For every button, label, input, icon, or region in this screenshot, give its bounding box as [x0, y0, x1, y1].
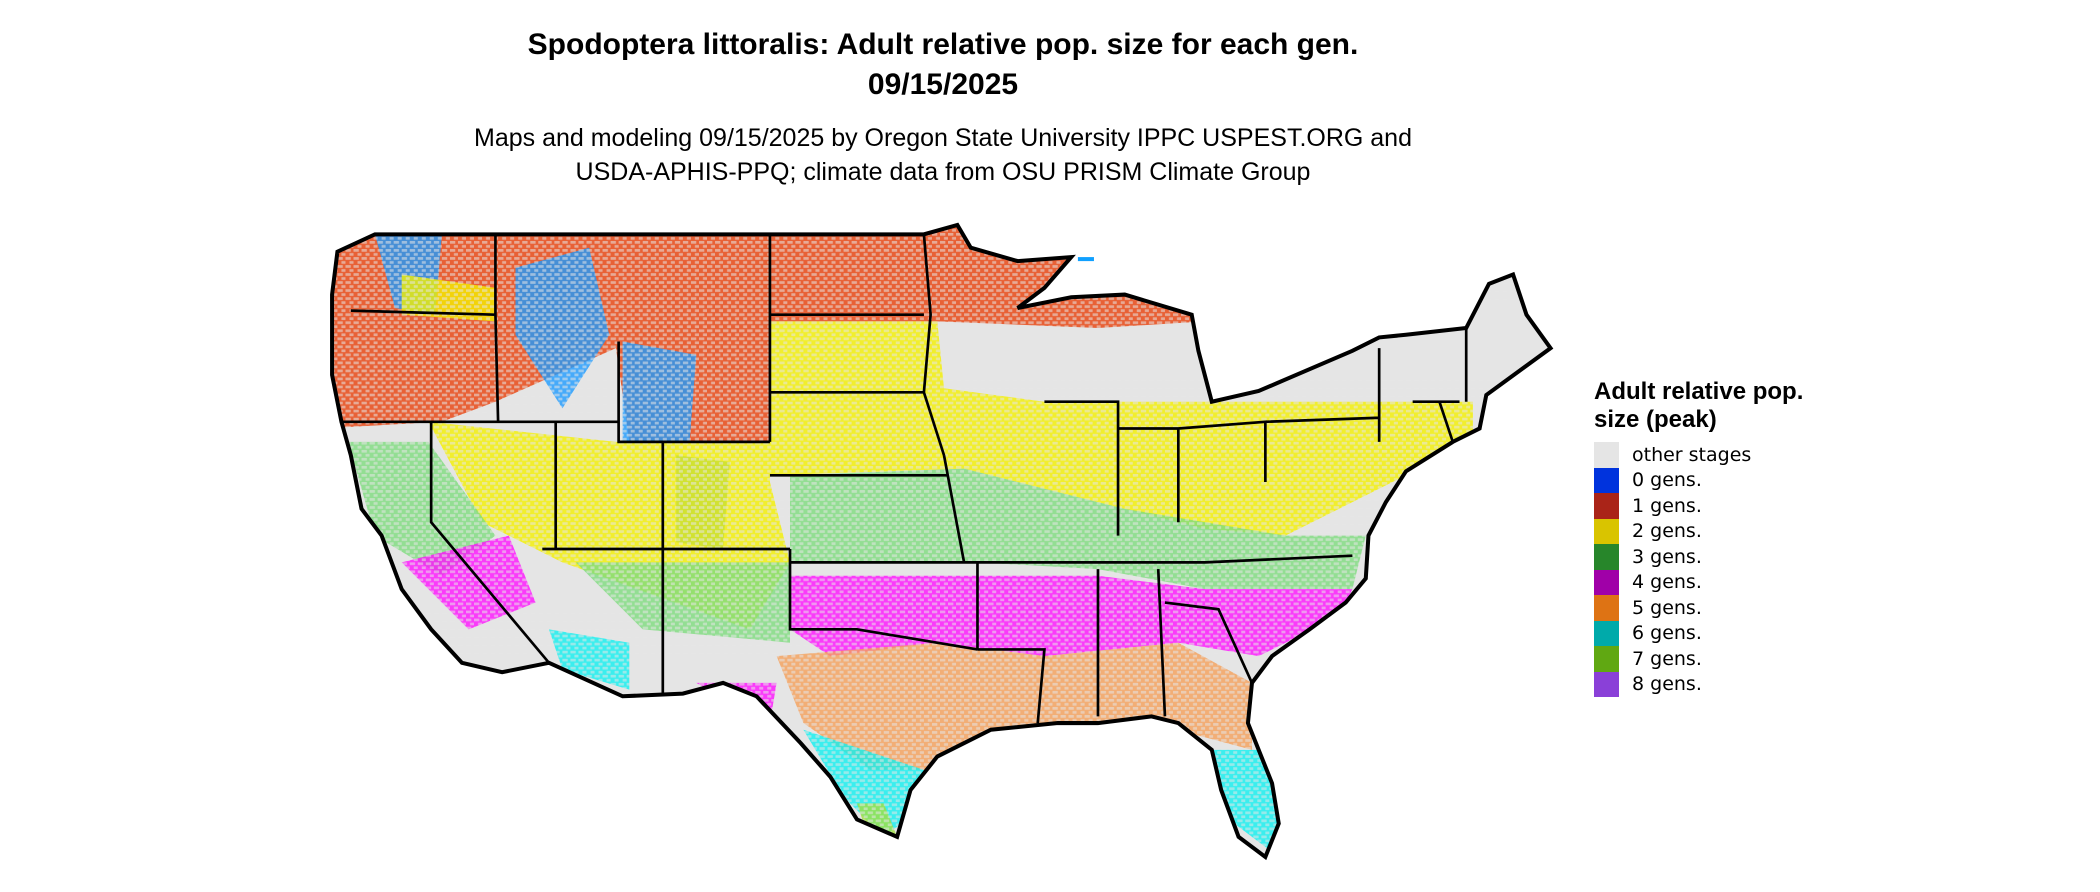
legend-item: 1 gens.	[1594, 493, 1814, 519]
legend-title: Adult relative pop. size (peak)	[1594, 378, 1804, 433]
subtitle-line-2: USDA-APHIS-PPQ; climate data from OSU PR…	[575, 158, 1311, 186]
legend-swatch	[1594, 442, 1619, 468]
legend-label: 5 gens.	[1632, 596, 1702, 619]
legend-swatch	[1594, 493, 1619, 519]
legend-item: 0 gens.	[1594, 467, 1814, 493]
legend-item: 6 gens.	[1594, 620, 1814, 646]
legend-item: 5 gens.	[1594, 595, 1814, 621]
legend-swatch	[1594, 569, 1619, 595]
legend-label: 6 gens.	[1632, 622, 1702, 645]
legend-label: 2 gens.	[1632, 520, 1702, 543]
map-texture	[332, 224, 1551, 857]
legend-item: other stages	[1594, 442, 1814, 468]
legend-swatch	[1594, 620, 1619, 646]
legend-label: 8 gens.	[1632, 673, 1702, 696]
legend-swatch	[1594, 518, 1619, 544]
legend-label: 1 gens.	[1632, 494, 1702, 517]
legend-swatch	[1594, 671, 1619, 697]
subtitle-line-1: Maps and modeling 09/15/2025 by Oregon S…	[474, 124, 1412, 152]
map-date: 09/15/2025	[867, 68, 1019, 101]
legend-label: other stages	[1632, 443, 1752, 466]
legend-label: 4 gens.	[1632, 571, 1702, 594]
legend-item: 4 gens.	[1594, 569, 1814, 595]
map-title: Spodoptera littoralis: Adult relative po…	[527, 28, 1359, 61]
legend-item: 8 gens.	[1594, 671, 1814, 697]
legend-label: 3 gens.	[1632, 545, 1702, 568]
legend-label: 7 gens.	[1632, 647, 1702, 670]
island-mark	[1077, 257, 1094, 262]
legend-swatch	[1594, 544, 1619, 570]
legend-item: 2 gens.	[1594, 518, 1814, 544]
legend-swatch	[1594, 646, 1619, 672]
legend: Adult relative pop. size (peak) other st…	[1594, 378, 1814, 697]
legend-item: 7 gens.	[1594, 646, 1814, 672]
state-borders	[332, 225, 1550, 857]
legend-item: 3 gens.	[1594, 544, 1814, 570]
legend-swatch	[1594, 595, 1619, 621]
legend-swatch	[1594, 467, 1619, 493]
legend-label: 0 gens.	[1632, 469, 1702, 492]
